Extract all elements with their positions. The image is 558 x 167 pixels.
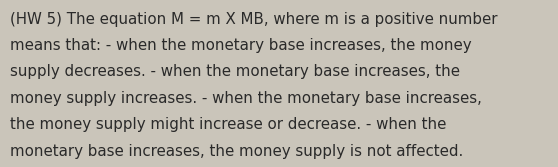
Text: means that: - when the monetary base increases, the money: means that: - when the monetary base inc…	[10, 38, 472, 53]
Text: the money supply might increase or decrease. - when the: the money supply might increase or decre…	[10, 117, 446, 132]
Text: money supply increases. - when the monetary base increases,: money supply increases. - when the monet…	[10, 91, 482, 106]
Text: (HW 5) The equation M = m X MB, where m is a positive number: (HW 5) The equation M = m X MB, where m …	[10, 12, 498, 27]
Text: supply decreases. - when the monetary base increases, the: supply decreases. - when the monetary ba…	[10, 64, 460, 79]
Text: monetary base increases, the money supply is not affected.: monetary base increases, the money suppl…	[10, 144, 463, 159]
